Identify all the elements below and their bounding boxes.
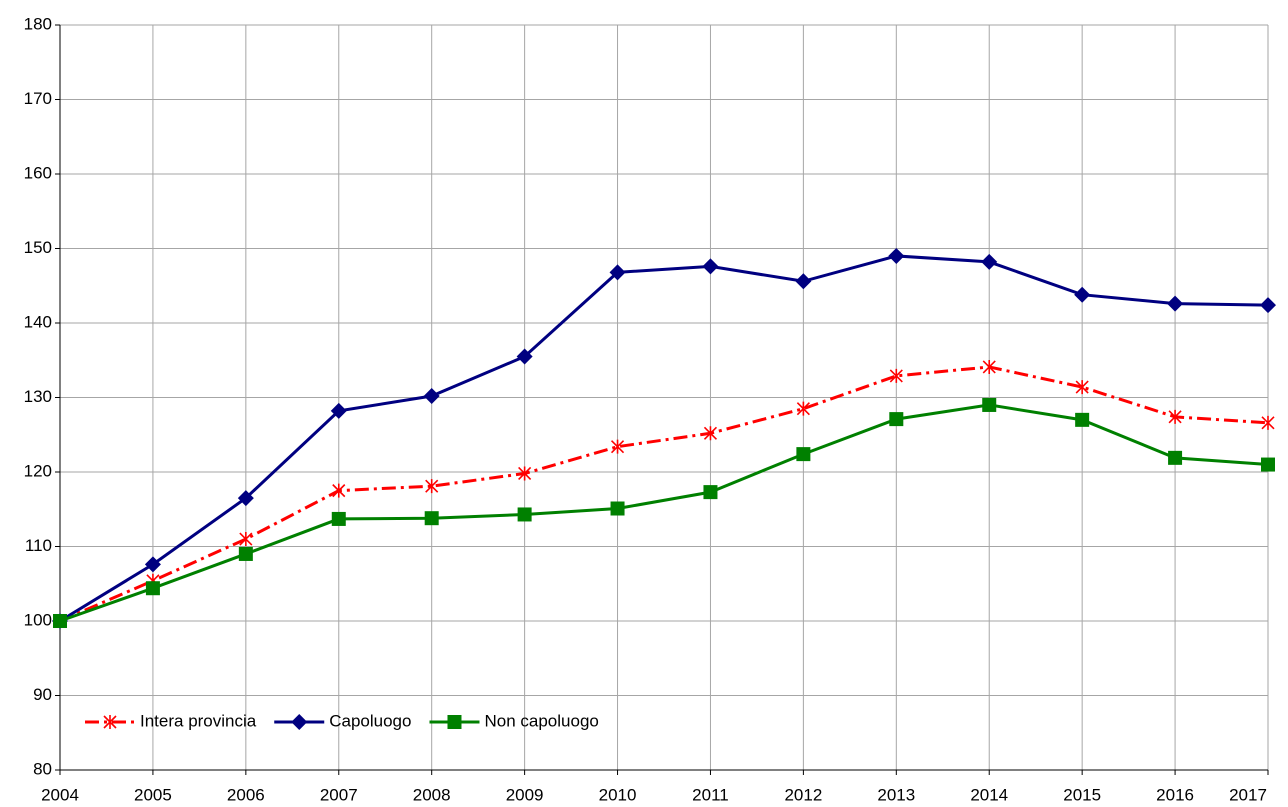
x-tick-label: 2016 — [1156, 785, 1194, 804]
series — [53, 359, 1275, 628]
marker — [982, 397, 997, 412]
marker — [981, 253, 998, 270]
marker — [703, 426, 718, 441]
marker — [423, 388, 440, 405]
x-tick-label: 2010 — [599, 785, 637, 804]
x-tick-label: 2007 — [320, 785, 358, 804]
marker — [702, 258, 719, 275]
x-tick-label: 2011 — [692, 785, 729, 804]
marker — [144, 556, 161, 573]
y-tick-label: 120 — [24, 461, 52, 480]
y-tick-label: 150 — [24, 238, 52, 257]
legend-marker — [447, 715, 462, 729]
marker — [795, 273, 812, 290]
marker — [1261, 457, 1275, 472]
marker — [238, 546, 253, 561]
x-tick-label: 2013 — [877, 785, 915, 804]
y-tick-label: 110 — [25, 536, 52, 555]
x-tick-label: 2015 — [1063, 785, 1101, 804]
marker — [796, 401, 810, 416]
line — [59, 403, 1269, 623]
y-tick-label: 140 — [24, 312, 52, 331]
y-tick-label: 90 — [33, 685, 52, 704]
marker — [610, 501, 625, 516]
y-tick-label: 100 — [24, 610, 52, 629]
legend-label: Intera provincia — [140, 711, 257, 730]
marker — [145, 581, 160, 596]
marker — [425, 479, 439, 494]
marker — [332, 483, 346, 498]
marker — [889, 412, 904, 427]
marker — [1167, 295, 1184, 312]
x-tick-label: 2009 — [506, 785, 544, 804]
marker — [1260, 297, 1276, 314]
marker — [424, 511, 439, 526]
x-tick-label: 2004 — [41, 785, 79, 804]
marker — [518, 466, 532, 481]
marker — [239, 532, 253, 547]
marker — [889, 368, 903, 383]
marker — [888, 247, 905, 264]
marker — [237, 490, 254, 507]
marker — [1168, 450, 1183, 465]
marker — [331, 511, 346, 526]
y-tick-label: 160 — [24, 163, 52, 182]
y-tick-label: 170 — [24, 89, 52, 108]
marker — [1168, 409, 1182, 424]
marker — [53, 614, 67, 628]
legend-label: Capoluogo — [329, 711, 411, 730]
legend-marker — [291, 714, 308, 730]
marker — [1261, 415, 1275, 430]
x-tick-label: 2008 — [413, 785, 451, 804]
y-tick-label: 130 — [24, 387, 52, 406]
line — [59, 365, 1269, 623]
marker — [330, 402, 347, 419]
legend-label: Non capoluogo — [484, 711, 598, 730]
series — [53, 397, 1275, 628]
x-tick-label: 2012 — [784, 785, 822, 804]
x-tick-label: 2014 — [970, 785, 1008, 804]
x-tick-label: 2006 — [227, 785, 265, 804]
marker — [1074, 286, 1091, 303]
marker — [516, 348, 533, 365]
x-tick-label: 2005 — [134, 785, 172, 804]
marker — [796, 447, 811, 462]
x-tick-label: 2017 — [1229, 785, 1267, 804]
series — [52, 247, 1276, 629]
marker — [1075, 412, 1090, 427]
y-tick-label: 80 — [33, 759, 52, 778]
marker — [517, 507, 532, 522]
line — [59, 254, 1269, 623]
legend-marker — [103, 715, 117, 729]
y-tick-label: 180 — [24, 14, 52, 33]
marker — [703, 485, 718, 500]
marker — [609, 264, 626, 281]
legend: Intera provincia Capoluogo Non capoluogo — [85, 711, 599, 730]
marker — [610, 439, 625, 454]
marker — [982, 359, 996, 374]
marker — [1075, 380, 1089, 395]
